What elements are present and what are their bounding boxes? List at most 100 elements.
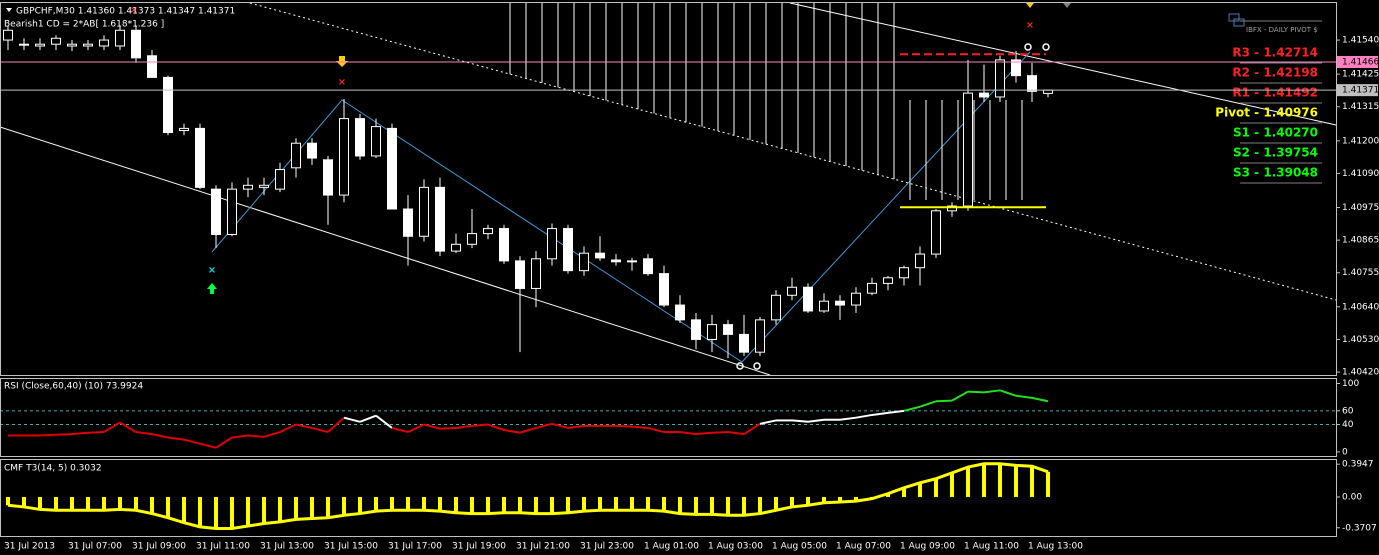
y-tick-label: 1.41425 [1342, 70, 1379, 80]
rsi-segment [39, 433, 57, 437]
rsi-segment [999, 389, 1017, 397]
logo-text: IBFX - DAILY PIVOT $ [1246, 26, 1318, 34]
candle-body [691, 319, 701, 340]
candle-body [1027, 75, 1037, 92]
rsi-segment [87, 431, 105, 434]
candle-body [835, 300, 845, 306]
rsi-segment [199, 442, 217, 449]
y-tick-label: 1.41540 [1342, 36, 1379, 46]
pivot-label: R2 - 1.42198 [1232, 66, 1318, 80]
x-tick-label: 31 Jul 2013 [4, 542, 55, 552]
rsi-segment [103, 421, 121, 433]
rsi-segment [423, 423, 441, 430]
cmf-bar [470, 496, 474, 514]
rsi-segment [71, 431, 89, 436]
candle-body [291, 142, 301, 169]
cmf-bar [406, 496, 410, 511]
cmf-bar [614, 496, 618, 511]
main-frame [0, 2, 1337, 376]
candle-body [707, 324, 717, 340]
candle-body [163, 76, 173, 134]
cmf-bar [54, 496, 58, 511]
x-tick-label: 31 Jul 19:00 [452, 542, 506, 552]
candle-body [611, 259, 621, 263]
rsi-segment [487, 423, 505, 431]
cmf-bar [214, 496, 218, 529]
cmf-bar [1030, 466, 1034, 497]
x-tick-label: 31 Jul 23:00 [580, 542, 634, 552]
cmf-bar [70, 496, 74, 511]
candle-body [195, 127, 205, 188]
candle-body [499, 228, 509, 262]
rsi-segment [391, 426, 409, 434]
candle-body [51, 37, 61, 45]
candle-body [147, 55, 157, 78]
candle-body [867, 282, 877, 294]
cmf-bar [518, 496, 522, 513]
y-tick-label: 60 [1342, 406, 1354, 416]
cmf-bar [726, 496, 730, 516]
rsi-segment [151, 433, 169, 439]
cmf-bar [22, 496, 26, 507]
candle-body [659, 273, 669, 306]
cmf-bar [342, 496, 346, 516]
cmf-bar [774, 496, 778, 511]
candle-body [595, 252, 605, 259]
cmf-bar [438, 496, 442, 512]
rsi-segment [567, 424, 585, 429]
candle-body [211, 188, 221, 235]
circle-mark [736, 362, 744, 370]
cmf-bar [118, 496, 122, 510]
cmf-bar [486, 496, 490, 514]
cmf-bar [566, 496, 570, 513]
logo: IBFX - DAILY PIVOT $ [1228, 13, 1322, 34]
rsi-segment [215, 436, 233, 449]
cmf-bar [694, 496, 698, 515]
cmf-bar [646, 496, 650, 511]
cmf-bar [806, 496, 810, 506]
y-tick-label: -0.3707 [1342, 523, 1377, 533]
cmf-bar [134, 496, 138, 511]
rsi-segment [295, 423, 313, 429]
candle-body [243, 184, 253, 190]
cmf-bar [166, 496, 170, 518]
candle-body [643, 258, 653, 275]
cmf-bar [902, 487, 906, 497]
candle-body [467, 233, 477, 245]
candle-body [35, 43, 45, 47]
rsi-segment [167, 436, 185, 441]
x-tick-label: 1 Aug 09:00 [900, 542, 955, 552]
rsi-segment [279, 423, 297, 433]
pivot-label: R1 - 1.41492 [1232, 86, 1318, 100]
x-tick-label: 31 Jul 21:00 [516, 542, 570, 552]
rsi-segment [695, 431, 713, 436]
cmf-bar [838, 496, 842, 502]
rsi-segment [743, 423, 761, 435]
rsi-segment [759, 419, 777, 425]
cmf-bar [374, 496, 378, 512]
candle-body [963, 92, 973, 207]
candle-body [627, 260, 637, 263]
x-mark: × [338, 77, 346, 88]
y-tick-label: 1.40975 [1342, 203, 1379, 213]
cmf-bar [550, 496, 554, 514]
candle-body [99, 39, 109, 47]
cmf-bar [198, 496, 202, 527]
plot-area: 1.41540 1.41425 1.41315 1.41200 1.41090 1.409… [0, 25, 1379, 552]
cmf-bar [278, 496, 282, 522]
price-tag-label: 1.41466 [1342, 57, 1379, 67]
cmf-bar [262, 496, 266, 524]
candle-body [755, 319, 765, 353]
pivot-label: Pivot - 1.40976 [1215, 106, 1318, 120]
y-tick-label: 0.3947 [1342, 460, 1374, 470]
cmf-bar [662, 496, 666, 512]
cmf-bar [742, 496, 746, 516]
candle-body [339, 118, 349, 196]
cmf-bar [598, 496, 602, 511]
rsi-segment [327, 416, 345, 433]
y-tick-label: 1.40640 [1342, 302, 1379, 312]
candle-body [483, 228, 493, 235]
y-tick-label: 1.41315 [1342, 102, 1379, 112]
arrow-up [207, 283, 217, 294]
